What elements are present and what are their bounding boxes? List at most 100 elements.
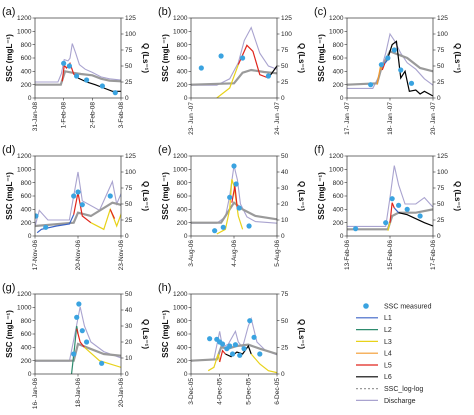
left-tick-label: 1000 bbox=[17, 305, 32, 312]
x-tick-label: 17-Nov-06 bbox=[32, 240, 39, 271]
x-tick-label: 4-Dec-05 bbox=[217, 378, 224, 405]
left-tick-label: 1000 bbox=[329, 167, 344, 174]
plot-frame bbox=[190, 17, 278, 99]
x-tick-label: 18-Jan-06 bbox=[75, 378, 82, 408]
ssc-loglog-line bbox=[35, 342, 121, 362]
panel-4: (d) 0 200 400 600 800 1000 1200 0 25 50 75 100 125 17-… bbox=[2, 144, 150, 271]
right-tick-label: 40 bbox=[281, 169, 289, 176]
measured-point bbox=[378, 62, 384, 68]
right-axis-label: Q (Ls⁻¹) bbox=[453, 43, 462, 73]
plot-frame bbox=[190, 293, 278, 375]
measured-point bbox=[265, 73, 271, 79]
right-tick-label: 50 bbox=[125, 63, 133, 70]
measured-point bbox=[99, 83, 105, 89]
right-tick-label: 75 bbox=[125, 47, 133, 54]
measured-point bbox=[396, 202, 402, 208]
model-line-l5 bbox=[381, 63, 386, 71]
measured-point bbox=[220, 224, 226, 230]
measured-point bbox=[79, 328, 85, 334]
measured-point bbox=[61, 60, 67, 66]
discharge-line bbox=[191, 165, 277, 224]
left-tick-label: 800 bbox=[177, 318, 188, 325]
model-line-l3 bbox=[250, 353, 277, 374]
model-line-l3 bbox=[84, 346, 121, 368]
panel-label: (f) bbox=[314, 144, 324, 156]
measured-point bbox=[391, 47, 397, 53]
left-tick-label: 400 bbox=[21, 207, 32, 214]
measured-point bbox=[84, 77, 90, 83]
plot-area bbox=[191, 316, 277, 374]
measured-point bbox=[232, 342, 239, 348]
left-axis-label: SSC (mgL⁻¹) bbox=[317, 34, 326, 82]
right-tick-label: 75 bbox=[125, 185, 133, 192]
left-tick-label: 800 bbox=[21, 180, 32, 187]
plot-area bbox=[347, 32, 433, 97]
legend-entry-l1: L1 bbox=[356, 315, 392, 322]
left-axis-label: SSC (mgL⁻¹) bbox=[161, 34, 170, 82]
right-tick-label: 25 bbox=[437, 79, 445, 86]
right-tick-label: 75 bbox=[281, 291, 289, 298]
left-tick-label: 600 bbox=[177, 193, 188, 200]
model-line-l5 bbox=[109, 209, 116, 219]
measured-point bbox=[247, 318, 253, 324]
discharge-line bbox=[35, 306, 121, 362]
measured-point bbox=[383, 220, 389, 226]
left-tick-label: 0 bbox=[184, 233, 188, 240]
x-tick-label: 4-Aug-06 bbox=[231, 240, 238, 267]
left-axis-label: SSC (mgL⁻¹) bbox=[5, 172, 14, 220]
x-tick-label: 20-Jan-06 bbox=[118, 378, 125, 408]
model-line-l3 bbox=[216, 64, 239, 98]
right-axis-label: Q (Ls⁻¹) bbox=[141, 43, 150, 73]
right-tick-label: 100 bbox=[125, 169, 136, 176]
right-axis-label: Q (Ls⁻¹) bbox=[453, 181, 462, 211]
model-line-l1 bbox=[384, 60, 388, 64]
x-tick-label: 13-Feb-06 bbox=[344, 240, 351, 270]
measured-point bbox=[251, 334, 257, 340]
measured-point bbox=[71, 193, 77, 199]
right-axis-label: Q (Ls⁻¹) bbox=[297, 43, 306, 73]
measured-point bbox=[241, 346, 247, 352]
panel-label: (a) bbox=[2, 6, 15, 18]
measured-point bbox=[445, 217, 450, 222]
legend-label: L3 bbox=[384, 339, 392, 346]
model-line-l6 bbox=[398, 212, 433, 227]
left-tick-label: 1200 bbox=[173, 153, 188, 160]
left-tick-label: 1200 bbox=[329, 15, 344, 22]
right-tick-label: 125 bbox=[125, 153, 136, 160]
model-line-l1 bbox=[36, 214, 75, 234]
left-axis-label: SSC (mgL⁻¹) bbox=[5, 34, 14, 82]
panel-label: (c) bbox=[314, 6, 327, 18]
legend-entry-loglog: SSC_log-log bbox=[356, 386, 423, 393]
plot-frame bbox=[34, 17, 122, 99]
measured-point bbox=[236, 205, 242, 211]
legend-entry-l5: L5 bbox=[356, 362, 392, 369]
plot-frame bbox=[346, 17, 434, 99]
x-tick-label: 17-Feb-06 bbox=[430, 240, 437, 270]
x-tick-label: 23-Nov-06 bbox=[118, 240, 125, 271]
left-tick-label: 200 bbox=[177, 220, 188, 227]
measured-point bbox=[231, 163, 237, 169]
measured-point bbox=[368, 82, 374, 88]
legend-entry-l3: L3 bbox=[356, 339, 392, 346]
legend-entry-l4: L4 bbox=[356, 351, 392, 358]
model-line-l3 bbox=[437, 231, 474, 234]
right-tick-label: 40 bbox=[125, 307, 133, 314]
measured-point bbox=[43, 224, 49, 230]
right-tick-label: 30 bbox=[125, 323, 133, 330]
left-tick-label: 1000 bbox=[173, 305, 188, 312]
measured-point bbox=[398, 67, 404, 73]
left-axis-label: SSC (mgL⁻¹) bbox=[317, 172, 326, 220]
model-line-l1 bbox=[393, 207, 400, 214]
left-tick-label: 1000 bbox=[17, 29, 32, 36]
measured-point bbox=[233, 181, 239, 187]
measured-point bbox=[227, 194, 233, 200]
left-tick-label: 600 bbox=[21, 193, 32, 200]
left-tick-label: 1000 bbox=[17, 167, 32, 174]
x-tick-label: 24- Jun -07 bbox=[274, 102, 281, 135]
panel-7: (g) 0 200 400 600 800 1000 1200 0 10 20 30 40 50 16- J… bbox=[2, 282, 150, 409]
x-tick-label: 3-Dec-05 bbox=[188, 378, 195, 405]
right-tick-label: 50 bbox=[281, 63, 289, 70]
right-tick-label: 100 bbox=[437, 31, 448, 38]
left-tick-label: 600 bbox=[21, 55, 32, 62]
right-axis-label: Q (Ls⁻¹) bbox=[297, 319, 306, 349]
